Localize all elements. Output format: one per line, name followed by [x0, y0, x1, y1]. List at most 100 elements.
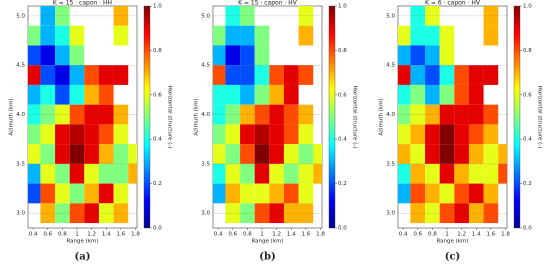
heat-cell: [254, 163, 270, 184]
heat-cell: [269, 104, 284, 125]
heat-cell: [425, 163, 440, 184]
heat-cell: [213, 25, 226, 46]
heat-cell: [225, 6, 241, 26]
x-tick-label: 1.2: [457, 232, 466, 238]
y-tick-label: 5.0: [386, 13, 395, 19]
panel-label: (c): [445, 252, 461, 263]
heat-cell: [398, 25, 411, 46]
heat-cell: [84, 84, 99, 105]
heat-cell: [254, 65, 270, 85]
x-tick-label: 1: [445, 232, 449, 238]
heat-cell: [439, 163, 455, 184]
heat-cell: [213, 163, 226, 184]
heat-cell: [269, 84, 284, 105]
y-tick-label: 3.0: [386, 211, 395, 217]
heat-cell: [425, 65, 440, 85]
heat-cell: [240, 84, 255, 105]
heat-cell: [410, 6, 426, 26]
heat-cell: [254, 104, 270, 125]
heat-cell: [40, 163, 56, 184]
heat-cell: [225, 144, 241, 164]
colorbar-tick-label: 1.0: [523, 4, 532, 10]
heat-cell: [298, 183, 314, 204]
heat-cell: [225, 124, 241, 145]
heat-cell: [398, 183, 411, 204]
heat-cell: [313, 163, 322, 184]
heat-cell: [225, 183, 241, 204]
x-tick-label: 1: [75, 232, 79, 238]
heat-cell: [454, 84, 469, 105]
heat-cell: [398, 65, 411, 85]
heat-cell: [410, 124, 426, 145]
x-axis-label: Range (km): [436, 239, 468, 245]
heat-cell: [454, 144, 469, 164]
panel-title: K = 15 · capon · HV: [238, 0, 298, 7]
heat-cell: [439, 84, 455, 105]
heat-cell: [213, 183, 226, 204]
heat-cell: [240, 65, 255, 85]
heat-cell: [454, 203, 469, 224]
colorbar-label: Horizontal structure (-): [352, 86, 358, 149]
x-tick-label: 1.6: [302, 232, 311, 238]
heat-cell: [84, 144, 99, 164]
colorbar-tick-label: 0.0: [523, 226, 532, 232]
heat-cell: [113, 183, 129, 204]
heat-cell: [283, 163, 299, 184]
heat-cell: [69, 144, 85, 164]
heat-cell: [69, 84, 85, 105]
heat-cell: [113, 144, 129, 164]
x-tick-label: 0.6: [413, 232, 422, 238]
heat-cell: [84, 183, 99, 204]
heat-cell: [28, 124, 41, 145]
heat-cell: [98, 124, 114, 145]
heat-cell: [283, 65, 299, 85]
heat-cell: [113, 124, 129, 145]
heat-cell: [69, 163, 85, 184]
heat-cell: [84, 124, 99, 145]
panel-title: K = 6 · capon · HV: [425, 0, 481, 7]
heat-cell: [240, 124, 255, 145]
heat-cell: [410, 84, 426, 105]
x-tick-label: 1.6: [117, 232, 126, 238]
y-tick-label: 4.5: [16, 63, 25, 69]
heat-cell: [98, 163, 114, 184]
heat-cell: [69, 104, 85, 125]
x-tick-label: 1.8: [131, 232, 140, 238]
heat-cell: [28, 45, 41, 66]
colorbar-tick-label: 0.8: [153, 48, 162, 54]
heat-cell: [240, 183, 255, 204]
heat-cell: [439, 183, 455, 204]
heat-cell: [213, 65, 226, 85]
colorbar-tick-label: 1.0: [153, 4, 162, 10]
x-tick-label: 1.4: [287, 232, 296, 238]
x-tick-label: 1.2: [87, 232, 96, 238]
heat-cell: [113, 163, 129, 184]
heat-cell: [225, 84, 241, 105]
heat-cell: [439, 203, 455, 224]
x-tick-label: 1.4: [102, 232, 111, 238]
heat-cell: [128, 163, 137, 184]
heat-cell: [254, 203, 270, 224]
heat-cell: [28, 163, 41, 184]
heat-cell: [225, 163, 241, 184]
y-tick-label: 5.0: [201, 13, 210, 19]
heat-cell: [283, 183, 299, 204]
colorbar-tick-label: 0.8: [523, 48, 532, 54]
heat-cell: [55, 25, 70, 46]
heat-cell: [269, 124, 284, 145]
heat-cell: [283, 84, 299, 105]
heat-cell: [40, 124, 56, 145]
heat-cell: [98, 84, 114, 105]
heat-cell: [69, 203, 85, 224]
colorbar-tick-label: 0.2: [153, 181, 162, 187]
heat-cell: [483, 25, 499, 46]
heat-cell: [40, 6, 56, 26]
heat-cell: [28, 25, 41, 46]
heat-cell: [410, 65, 426, 85]
heat-cell: [468, 124, 484, 145]
heat-cell: [454, 163, 469, 184]
heat-cell: [410, 163, 426, 184]
y-tick-label: 3.0: [201, 211, 210, 217]
heat-cell: [425, 183, 440, 204]
heat-cell: [439, 124, 455, 145]
